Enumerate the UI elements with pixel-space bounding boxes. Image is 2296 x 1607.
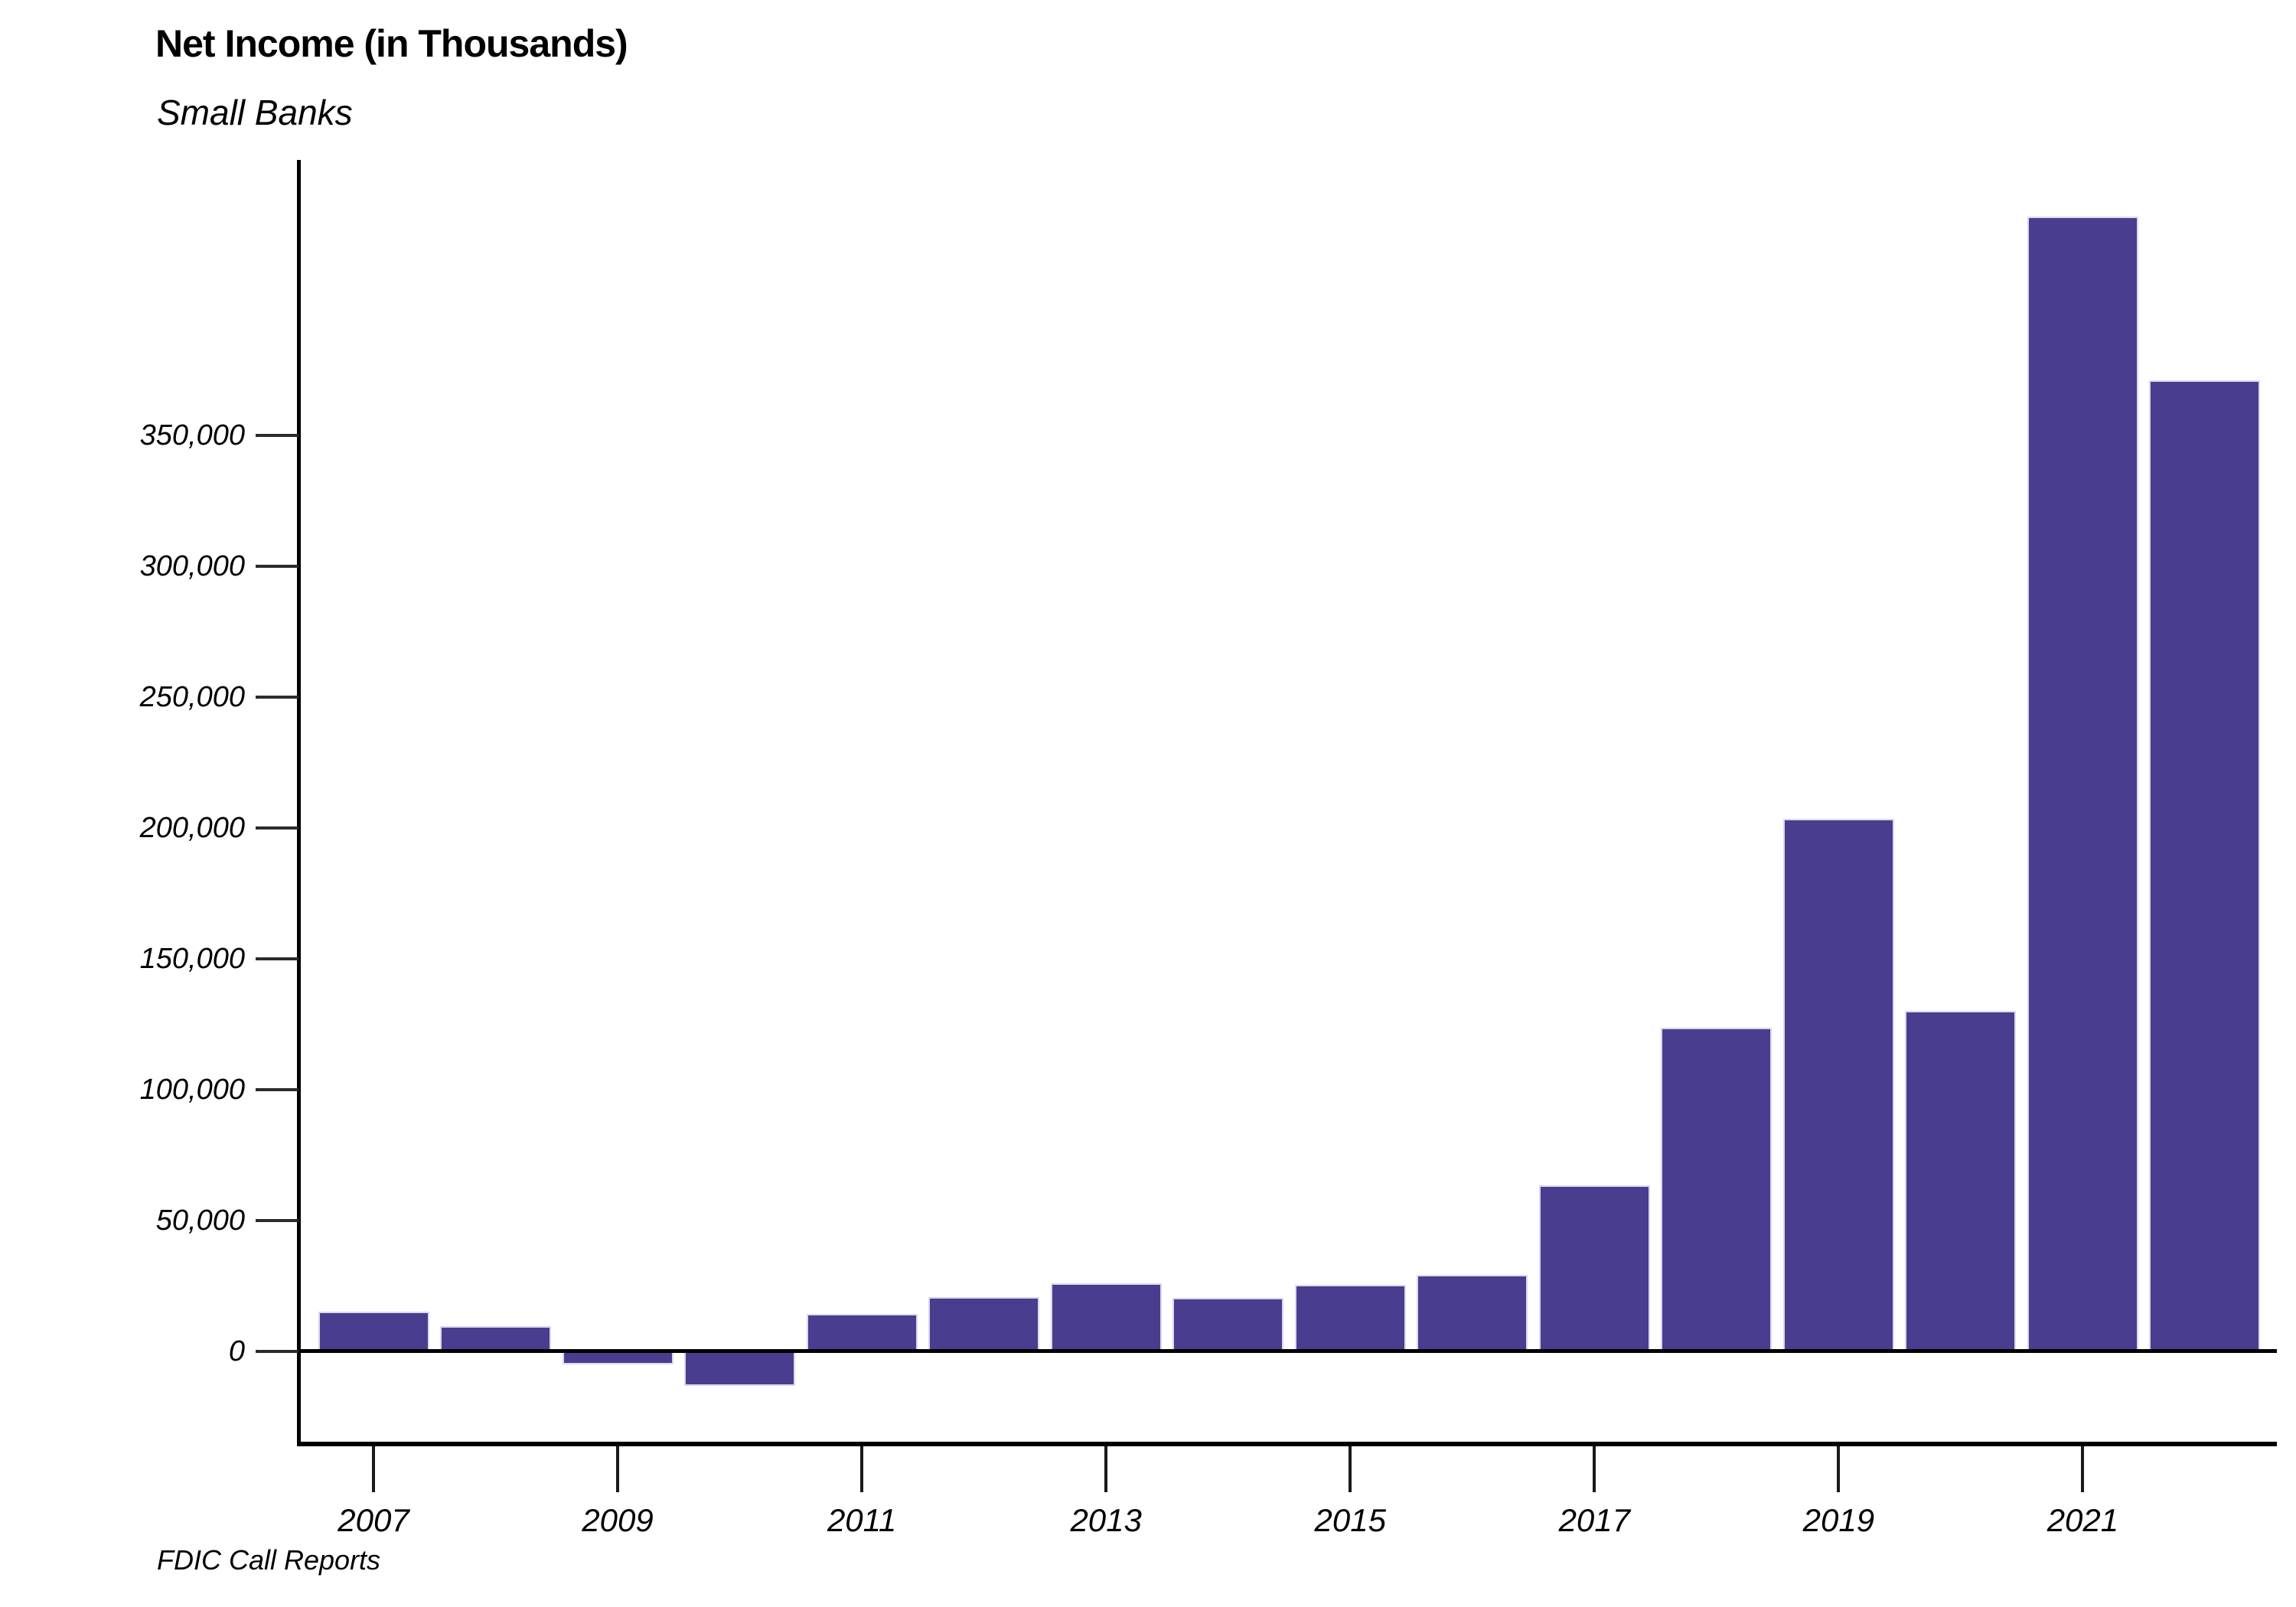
x-tick-2007 [372,1446,375,1492]
bar-2022 [2149,380,2261,1351]
y-tick-350000 [256,433,298,437]
bar-2013 [1050,1283,1162,1351]
y-tick-250000 [256,695,298,699]
bar-2014 [1172,1298,1284,1351]
y-tick-label-200000: 200,000 [139,811,245,844]
x-tick-label-2019: 2019 [1802,1502,1875,1538]
y-axis-line [297,160,301,1446]
y-tick-150000 [256,957,298,960]
bar-2008 [440,1326,552,1351]
bar-2015 [1294,1284,1406,1351]
x-tick-2015 [1349,1446,1352,1492]
y-tick-50000 [256,1218,298,1222]
x-tick-label-2011: 2011 [827,1502,897,1538]
x-tick-2013 [1104,1446,1108,1492]
y-tick-label-300000: 300,000 [139,549,245,582]
bar-2018 [1661,1028,1773,1351]
x-tick-label-2017: 2017 [1558,1502,1631,1538]
source-note: FDIC Call Reports [157,1544,381,1576]
bar-2021 [2027,216,2138,1351]
x-tick-2021 [2081,1446,2085,1492]
bar-2012 [928,1297,1040,1351]
y-tick-100000 [256,1087,298,1091]
x-tick-label-2013: 2013 [1070,1502,1142,1538]
y-tick-label-50000: 50,000 [155,1204,245,1237]
x-tick-label-2007: 2007 [338,1502,409,1538]
y-tick-0 [256,1349,298,1353]
bar-2007 [318,1311,429,1351]
zero-baseline [298,1349,2277,1353]
x-tick-2011 [860,1446,864,1492]
y-tick-label-0: 0 [228,1335,245,1367]
x-tick-2017 [1593,1446,1596,1492]
bar-2016 [1417,1274,1528,1351]
y-tick-200000 [256,826,298,830]
bar-2020 [1905,1010,2017,1351]
bar-2010 [684,1351,796,1387]
chart-subtitle: Small Banks [157,93,353,132]
x-tick-2019 [1837,1446,1841,1492]
chart-title: Net Income (in Thousands) [155,22,628,65]
y-tick-label-250000: 250,000 [139,680,245,713]
y-tick-label-150000: 150,000 [139,942,245,975]
bar-2017 [1538,1185,1650,1351]
bar-2009 [562,1351,673,1364]
bar-2011 [806,1314,918,1351]
bar-2019 [1782,818,1894,1351]
x-tick-2009 [616,1446,620,1492]
x-tick-label-2009: 2009 [582,1502,654,1538]
y-tick-300000 [256,564,298,568]
x-tick-label-2021: 2021 [2047,1502,2119,1538]
y-tick-label-100000: 100,000 [139,1073,245,1106]
x-tick-label-2015: 2015 [1314,1502,1386,1538]
x-axis-frame-line [297,1442,2277,1446]
y-tick-label-350000: 350,000 [139,419,245,451]
